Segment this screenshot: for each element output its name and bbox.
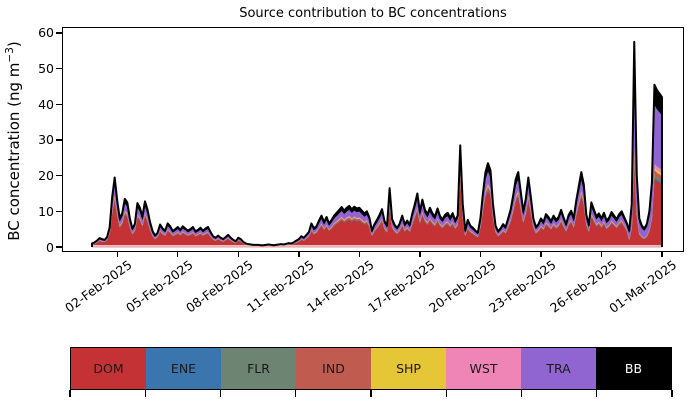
y-tick [56, 174, 62, 177]
legend-item-WST: WST [446, 348, 521, 389]
x-tick [177, 252, 179, 257]
legend-item-TRA: TRA [521, 348, 596, 389]
total-envelope-line [91, 40, 663, 247]
x-tick [600, 252, 603, 257]
y-tick [56, 139, 62, 141]
legend-label: ENE [170, 361, 197, 376]
y-tick [56, 103, 62, 106]
x-tick [116, 252, 118, 257]
legend-item-FLR: FLR [221, 348, 296, 389]
legend-item-ENE: ENE [146, 348, 221, 389]
x-tick-label: 23-Feb-2025 [486, 257, 559, 316]
y-tick-label: 10 [38, 203, 54, 219]
y-axis-label-exponent: −3 [4, 47, 16, 63]
legend-label: FLR [247, 361, 270, 376]
legend-label: BB [624, 361, 643, 376]
legend-label: WST [469, 361, 498, 376]
stacked-area-plot [91, 40, 663, 248]
legend-item-IND: IND [296, 348, 371, 389]
legend-tick [445, 390, 447, 397]
legend-tick [219, 390, 222, 397]
legend-item-BB: BB [596, 348, 671, 389]
y-tick-label: 40 [38, 96, 54, 112]
legend-label: IND [322, 361, 345, 376]
y-tick-label: 30 [38, 132, 54, 148]
legend-item-DOM: DOM [71, 348, 146, 389]
x-tick [237, 252, 239, 257]
legend-item-SHP: SHP [371, 348, 446, 389]
legend-label: SHP [396, 361, 421, 376]
x-tick [479, 252, 482, 257]
y-tick-label: 20 [38, 168, 54, 184]
x-tick [298, 252, 300, 257]
legend-label: DOM [93, 361, 124, 376]
legend-label: TRA [546, 361, 571, 376]
chart-title: Source contribution to BC concentrations [239, 6, 507, 21]
legend-tick [295, 390, 297, 397]
legend-tick [596, 390, 598, 397]
x-tick [358, 252, 361, 257]
y-tick [56, 32, 62, 34]
x-tick-label: 08-Feb-2025 [183, 257, 257, 316]
x-tick [540, 252, 542, 257]
x-tick-label: 14-Feb-2025 [304, 257, 378, 316]
legend-tick [69, 390, 71, 397]
legend-tick [671, 390, 673, 397]
x-tick-label: 20-Feb-2025 [425, 257, 499, 316]
y-tick-label: 60 [38, 25, 54, 41]
legend: DOM ENE FLR IND SHP WST TRA BB [70, 347, 672, 390]
y-tick-label: 0 [46, 239, 54, 255]
legend-tick [370, 390, 372, 397]
x-tick [661, 252, 663, 257]
y-tick [56, 210, 62, 213]
x-tick-label: 17-Feb-2025 [365, 257, 438, 316]
y-tick [56, 246, 62, 248]
y-tick-label: 50 [38, 61, 54, 77]
y-tick [56, 67, 62, 70]
legend-tick [144, 390, 146, 397]
x-tick [419, 252, 421, 257]
x-tick-label: 02-Feb-2025 [62, 257, 136, 316]
legend-tick [520, 390, 523, 397]
y-axis-label-close: ) [5, 41, 23, 48]
